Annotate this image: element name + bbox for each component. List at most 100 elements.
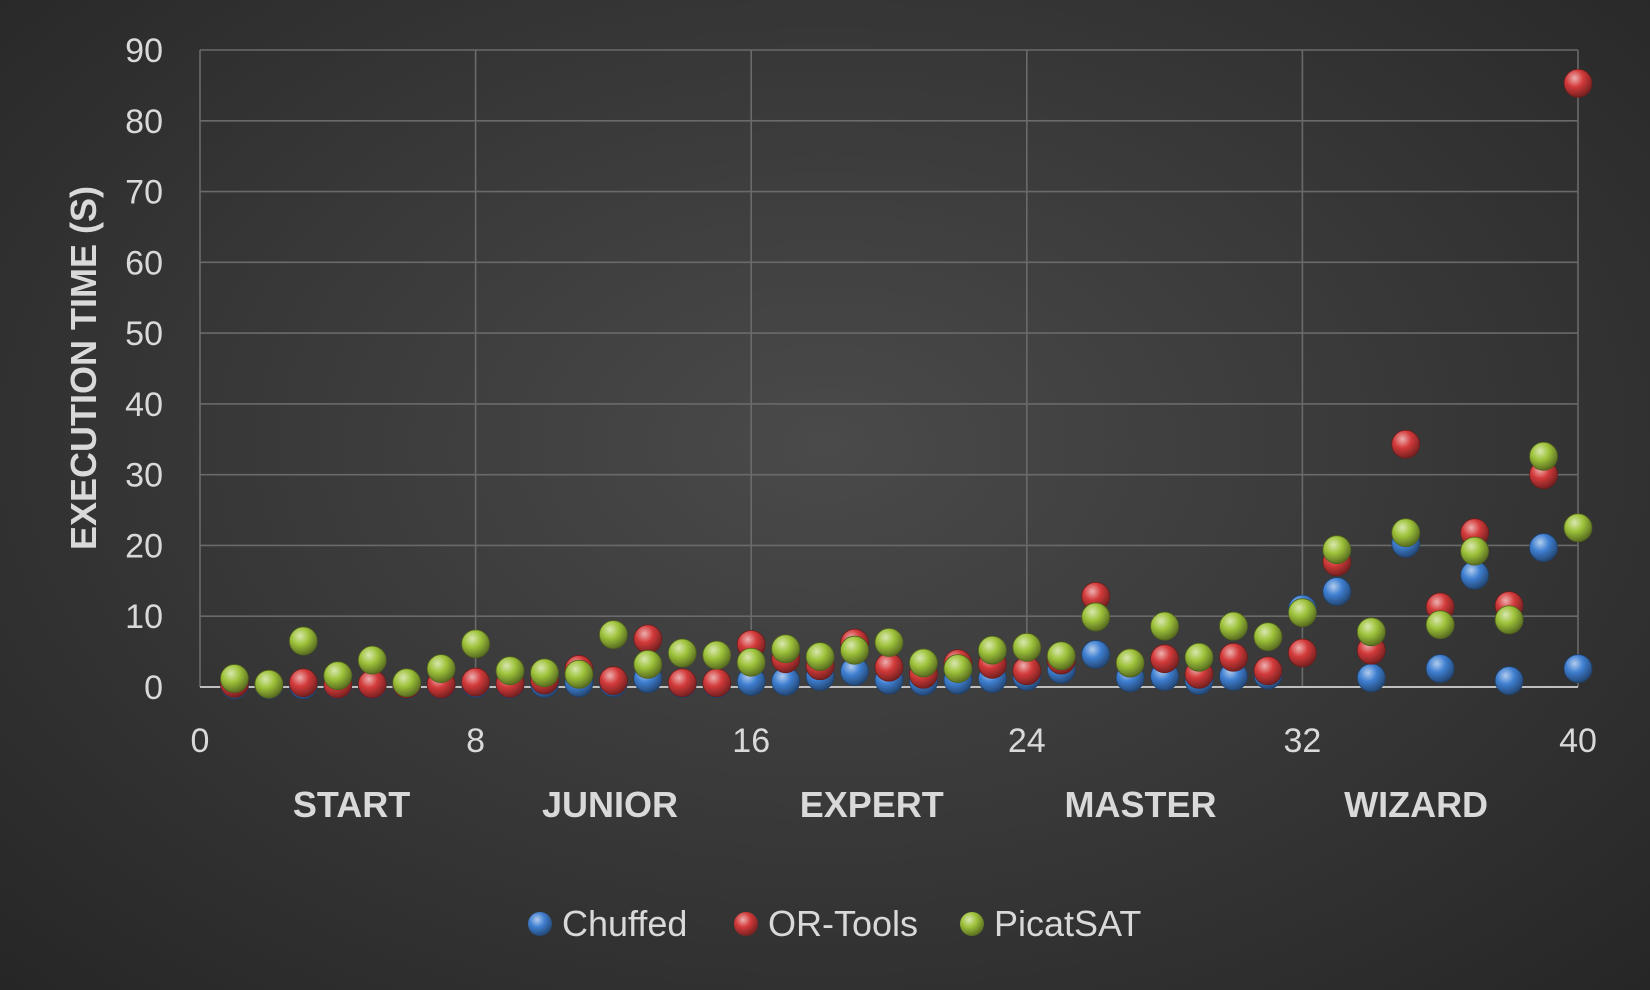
y-tick-label: 40 [125,386,163,424]
y-axis-ticks: 0 10 20 30 40 50 60 70 80 90 [125,32,163,707]
grid-lines [199,49,1579,688]
data-point [702,640,732,670]
legend-item: PicatSAT [960,903,1141,944]
data-point [426,654,456,683]
data-point [1563,654,1593,683]
data-point [1081,640,1111,669]
data-point [288,668,318,698]
data-point [1012,632,1042,662]
category-band-label: JUNIOR [542,784,678,825]
legend: Chuffed OR-Tools PicatSAT [528,903,1141,944]
legend-label: PicatSAT [994,903,1141,944]
data-point [1425,654,1455,683]
data-point [1563,513,1593,543]
data-point [1253,656,1283,686]
data-point [1288,638,1317,668]
data-point [1150,644,1179,674]
data-point [1460,536,1490,566]
data-point [1529,441,1558,471]
data-point [1219,611,1248,641]
x-tick-label: 0 [191,722,210,760]
y-tick-label: 10 [125,598,163,636]
legend-label: Chuffed [562,903,687,944]
data-point [633,649,663,679]
data-point [1184,642,1214,672]
data-point [771,634,801,664]
y-tick-label: 0 [144,669,163,707]
data-point [1529,533,1558,562]
data-point [874,652,904,682]
x-tick-label: 40 [1559,722,1597,760]
data-point [1391,518,1421,548]
data-point [530,658,559,688]
data-point [1494,605,1524,635]
y-tick-label: 60 [125,244,163,282]
data-point [667,668,697,698]
data-point [1356,663,1386,693]
category-band-label: WIZARD [1344,784,1488,825]
series-chuffed [220,528,1593,700]
data-point [943,654,973,683]
data-point [667,638,697,668]
category-band-label: EXPERT [800,784,944,825]
x-tick-label: 8 [466,722,485,760]
data-point [1322,577,1352,606]
x-tick-label: 32 [1283,722,1321,760]
legend-item: OR-Tools [734,903,918,944]
data-point [220,664,249,693]
y-tick-label: 90 [125,32,163,70]
category-band-label: START [293,784,410,825]
data-point [323,661,353,691]
data-point [1425,610,1455,640]
legend-marker [734,912,758,936]
legend-label: OR-Tools [768,903,918,944]
y-tick-label: 80 [125,103,163,141]
x-axis-ticks: 0 8 16 24 32 40 [191,722,1597,760]
data-point [288,626,318,656]
data-point [1219,642,1248,672]
y-tick-label: 50 [125,315,163,353]
data-point [495,656,525,686]
data-point [357,645,387,675]
data-point [1356,617,1386,647]
data-point [254,669,284,699]
data-point [461,667,491,697]
series-or-tools [220,68,1593,699]
data-point [1494,666,1524,696]
x-tick-label: 16 [732,722,770,760]
data-point [805,642,835,671]
data-point [1081,602,1111,632]
category-band-label: MASTER [1064,784,1216,825]
data-point [874,628,904,657]
series-picatsat [220,441,1593,699]
data-point [599,620,628,650]
y-tick-label: 30 [125,457,163,495]
y-axis-title: EXECUTION TIME (S) [63,186,104,550]
legend-item: Chuffed [528,903,687,944]
data-point [840,635,869,665]
data-point [564,659,594,689]
data-points [220,68,1593,700]
category-bands: START JUNIOR EXPERT MASTER WIZARD [293,784,1488,825]
legend-marker [528,912,552,936]
data-point [1115,648,1145,678]
data-point [392,668,422,698]
data-point [1253,622,1283,652]
data-point [1563,68,1593,98]
y-tick-label: 20 [125,527,163,565]
data-point [1322,535,1352,565]
data-point [909,648,938,678]
data-point [599,666,628,696]
data-point [1046,641,1076,671]
data-point [461,629,491,659]
data-point [736,647,766,677]
data-point [977,635,1007,665]
y-tick-label: 70 [125,174,163,212]
legend-marker [960,912,984,936]
data-point [702,668,732,698]
data-point [633,624,663,654]
data-point [1391,429,1421,459]
data-point [1150,611,1179,641]
x-tick-label: 24 [1008,722,1046,760]
